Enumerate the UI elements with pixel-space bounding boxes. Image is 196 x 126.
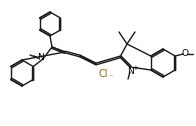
Text: +: + — [132, 66, 138, 71]
Text: N: N — [38, 54, 44, 62]
Text: ⁻: ⁻ — [109, 72, 113, 82]
Text: Cl: Cl — [98, 69, 108, 79]
Text: O: O — [182, 50, 189, 58]
Text: N: N — [128, 67, 134, 75]
